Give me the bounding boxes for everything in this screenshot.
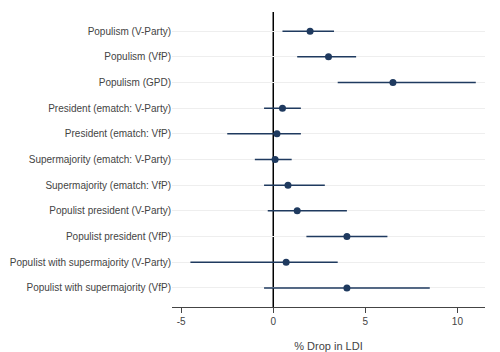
svg-text:Supermajority (ematch: VfP): Supermajority (ematch: VfP) — [45, 180, 171, 191]
svg-text:-5: -5 — [177, 316, 186, 327]
svg-text:Populist president (V-Party): Populist president (V-Party) — [49, 205, 171, 216]
svg-text:Populist with supermajority (V: Populist with supermajority (VfP) — [27, 282, 172, 293]
svg-text:Supermajority (ematch: V-Party: Supermajority (ematch: V-Party) — [29, 154, 171, 165]
svg-text:President (ematch: VfP): President (ematch: VfP) — [65, 128, 171, 139]
svg-text:% Drop in LDI: % Drop in LDI — [294, 340, 362, 352]
svg-text:Populism (V-Party): Populism (V-Party) — [88, 26, 171, 37]
svg-text:Populism (VfP): Populism (VfP) — [104, 51, 171, 62]
svg-text:Populist president (VfP): Populist president (VfP) — [66, 231, 171, 242]
svg-text:10: 10 — [452, 316, 464, 327]
svg-text:5: 5 — [363, 316, 369, 327]
svg-text:Populism (GPD): Populism (GPD) — [99, 77, 171, 88]
svg-text:Populist with supermajority (V: Populist with supermajority (V-Party) — [10, 257, 171, 268]
svg-text:President (ematch: V-Party): President (ematch: V-Party) — [48, 103, 171, 114]
svg-text:0: 0 — [270, 316, 276, 327]
